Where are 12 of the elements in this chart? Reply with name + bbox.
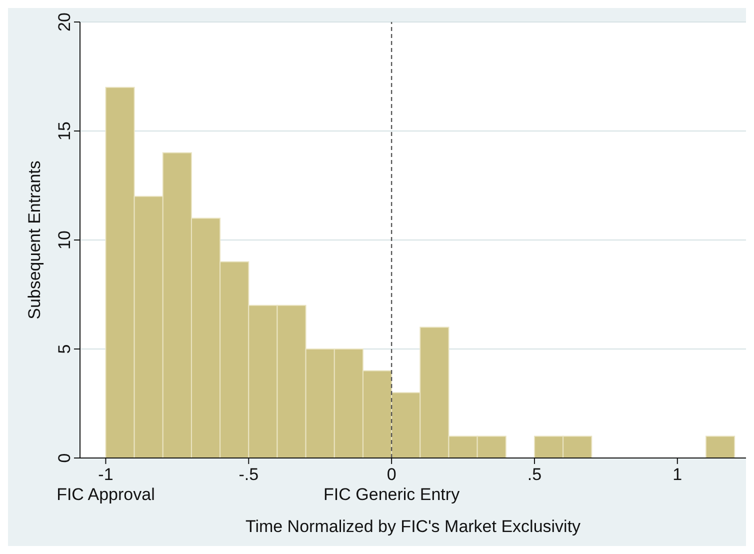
x-tick-label: .5 bbox=[527, 465, 542, 484]
x-tick-label: -1 FIC Approval bbox=[56, 465, 155, 504]
x-tick-label: 1 bbox=[672, 465, 682, 484]
y-tick-label: 15 bbox=[55, 122, 74, 140]
x-axis-title: Time Normalized by FIC's Market Exclusivity bbox=[245, 517, 582, 536]
y-tick-label: 10 bbox=[55, 230, 74, 250]
y-tick-label: 0 bbox=[55, 453, 74, 463]
y-tick-label: 5 bbox=[55, 344, 74, 354]
y-tick-label: 20 bbox=[55, 12, 74, 32]
y-axis-title: Subsequent Entrants bbox=[25, 160, 44, 320]
x-tick-label: 0 FIC Generic Entry bbox=[324, 465, 460, 504]
x-tick-label: -.5 bbox=[238, 465, 259, 484]
